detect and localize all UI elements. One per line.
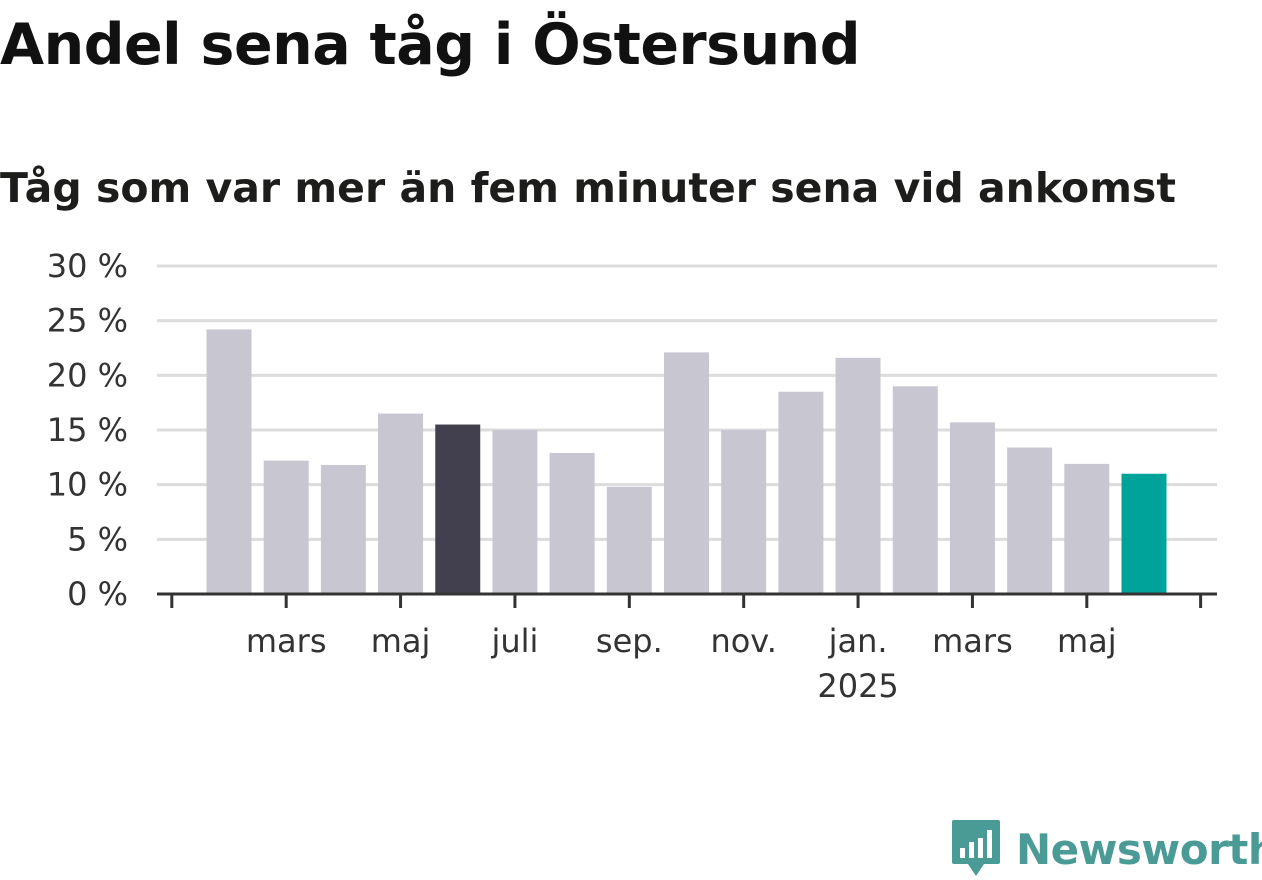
bar-2024-07 [492,430,538,594]
y-tick-label: 30 % [47,247,128,285]
y-tick-label: 10 % [47,466,128,504]
y-axis-labels: 0 % 5 % 10 % 15 % 20 % 25 % 30 % [47,247,128,613]
y-tick-label: 15 % [47,411,128,449]
x-tick-label: maj [371,622,431,660]
chart-title: Andel sena tåg i Östersund [0,12,861,78]
bar-2024-04 [320,464,366,594]
x-tick-label: nov. [710,622,776,660]
y-tick-label: 25 % [47,302,128,340]
x-tick-label: mars [246,622,327,660]
chart-subtitle: Tåg som var mer än fem minuter sena vid … [0,164,1176,212]
newsworthy-logo-icon [952,820,1000,876]
bar-2025-01 [835,357,881,594]
bar-2024-03 [263,460,309,594]
x-tick-label: sep. [596,622,663,660]
x-tick-year-label: 2025 [817,667,898,705]
y-tick-label: 0 % [67,575,128,613]
x-axis: mars maj juli sep. nov. jan. 2025 mars maj [157,592,1217,705]
brand-logo: Newsworthy [950,818,1262,880]
x-tick-label: jan. [828,622,888,660]
bar-2024-05 [378,413,424,594]
y-tick-label: 20 % [47,356,128,394]
bar-2024-06 [435,424,481,594]
bar-2025-04 [1007,447,1053,594]
bar-2025-06 [1121,473,1167,594]
x-tick-label: mars [932,622,1013,660]
bar-2024-08 [549,452,595,594]
bar-2025-05 [1064,463,1110,594]
bars [206,329,1167,594]
brand-name: Newsworthy [1016,824,1262,874]
bar-2024-02 [206,329,252,594]
y-tick-label: 5 % [67,520,128,558]
bar-2024-11 [721,430,767,594]
bar-2024-10 [664,352,709,594]
bar-2025-02 [892,386,938,594]
x-tick-label: juli [490,622,538,660]
bar-2025-03 [949,422,995,594]
bar-2024-09 [606,486,652,594]
x-tick-label: maj [1057,622,1117,660]
bar-2024-12 [778,391,824,594]
